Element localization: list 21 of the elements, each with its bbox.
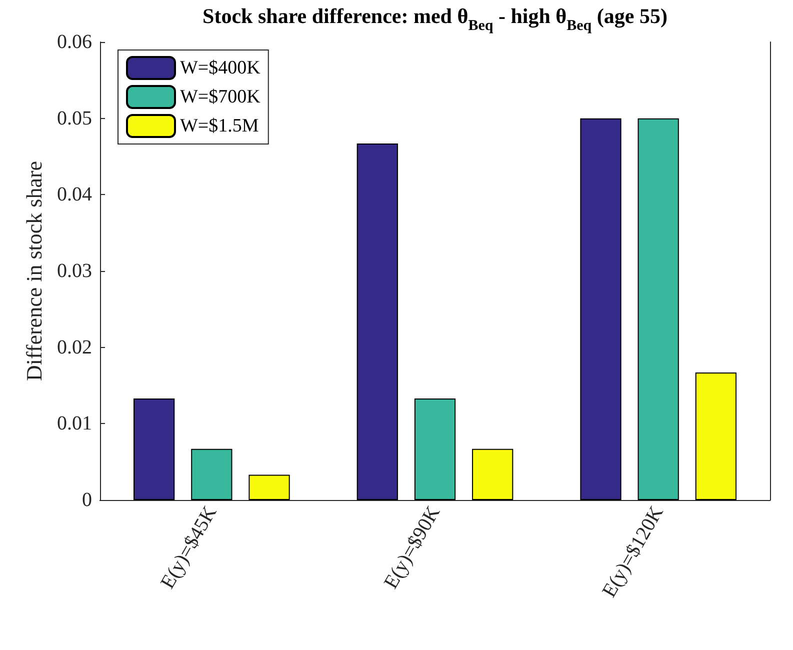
bar: [580, 118, 622, 500]
y-tick-label: 0.03: [57, 260, 92, 282]
y-tick-label: 0.05: [57, 107, 92, 130]
legend-label: W=$1.5M: [180, 116, 259, 136]
y-tick-label: 0.02: [57, 336, 92, 358]
bar: [356, 144, 398, 500]
y-tick-label: 0.04: [57, 184, 92, 206]
bar: [414, 398, 456, 500]
bar: [695, 372, 736, 500]
y-axis-title: Difference in stock share: [22, 160, 46, 382]
y-tick-label: 0: [82, 489, 92, 511]
y-tick-label: 0.01: [57, 412, 92, 435]
y-tick-label: 0.06: [57, 31, 92, 53]
legend-label: W=$700K: [180, 86, 261, 108]
bar: [472, 448, 514, 500]
chart-title: Stock share difference: med θ$_{Beq}$ - high θ$_{Beq}$ (age 55): [202, 4, 668, 35]
bar: [638, 118, 679, 500]
legend-label: W=$400K: [180, 58, 261, 78]
bar: [134, 398, 175, 500]
bar: [191, 448, 232, 500]
bar: [248, 474, 290, 500]
